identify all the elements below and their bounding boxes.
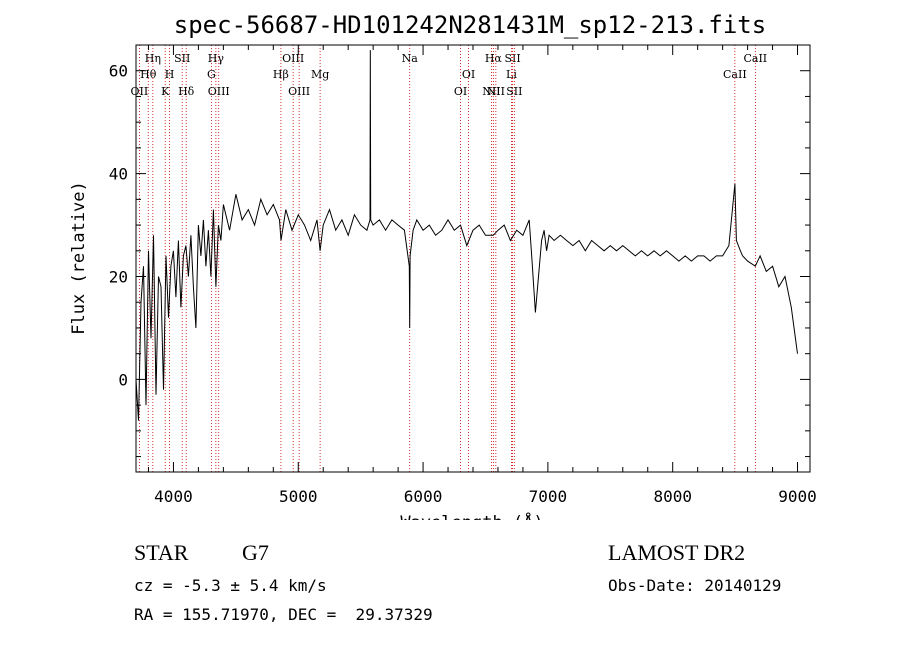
x-tick-label-4: 8000 bbox=[653, 487, 692, 506]
y-tick-label-0: 0 bbox=[118, 370, 128, 389]
marker-label-9: OIII bbox=[208, 85, 230, 98]
marker-label-19: NII bbox=[487, 85, 505, 98]
marker-label-15: OI bbox=[454, 85, 467, 98]
line-markers: OIIHθHηKHSIIHδGHγOIIIHβOIIIOIIIMgNaOIOIN… bbox=[131, 45, 767, 472]
plot-frame bbox=[135, 44, 811, 473]
marker-label-24: CaII bbox=[743, 52, 767, 65]
marker-label-8: Hγ bbox=[208, 52, 225, 65]
x-tick-label-1: 5000 bbox=[279, 487, 318, 506]
marker-label-13: Mg bbox=[311, 68, 329, 81]
marker-label-12: OIII bbox=[288, 85, 310, 98]
marker-label-14: Na bbox=[402, 52, 419, 65]
marker-label-18: Hα bbox=[485, 52, 503, 65]
axis-ticks: 4000 5000 6000 7000 8000 9000 0 20 40 60 bbox=[109, 44, 817, 506]
marker-label-23: CaII bbox=[723, 68, 747, 81]
y-axis-label: Flux (relative) bbox=[69, 181, 89, 335]
object-subclass: G7 bbox=[242, 540, 269, 565]
marker-label-5: SII bbox=[174, 52, 190, 65]
marker-label-0: OII bbox=[131, 85, 149, 98]
obs-date-text: Obs-Date: 20140129 bbox=[608, 576, 782, 595]
spectrum-chart: spec-56687-HD101242N281431M_sp12-213.fit… bbox=[69, 11, 817, 520]
x-tick-label-2: 6000 bbox=[404, 487, 443, 506]
x-tick-label-0: 4000 bbox=[154, 487, 193, 506]
marker-label-2: Hη bbox=[145, 52, 161, 65]
marker-label-6: Hδ bbox=[178, 85, 195, 98]
survey-label: LAMOST DR2 bbox=[608, 540, 746, 565]
marker-label-22: SII bbox=[506, 85, 522, 98]
redshift-text: cz = -5.3 ± 5.4 km/s bbox=[134, 576, 327, 595]
x-tick-label-3: 7000 bbox=[529, 487, 568, 506]
y-tick-label-1: 20 bbox=[109, 268, 128, 287]
marker-label-11: OIII bbox=[282, 52, 304, 65]
y-tick-label-2: 40 bbox=[109, 165, 128, 184]
x-axis-label: Wavelength (Å) bbox=[400, 511, 543, 520]
marker-label-3: K bbox=[161, 85, 170, 98]
spectrum-line-0 bbox=[135, 50, 798, 421]
marker-label-17: NII bbox=[482, 85, 500, 98]
x-tick-label-5: 9000 bbox=[778, 487, 817, 506]
marker-label-4: H bbox=[165, 68, 175, 81]
radec-text: RA = 155.71970, DEC = 29.37329 bbox=[134, 605, 433, 624]
y-tick-label-3: 60 bbox=[109, 62, 128, 81]
marker-label-16: OI bbox=[462, 68, 475, 81]
marker-label-7: G bbox=[207, 68, 216, 81]
marker-label-21: SII bbox=[504, 52, 520, 65]
marker-label-20: Li bbox=[506, 68, 517, 81]
chart-title: spec-56687-HD101242N281431M_sp12-213.fit… bbox=[174, 11, 766, 39]
marker-label-10: Hβ bbox=[273, 68, 289, 81]
object-class: STAR bbox=[134, 540, 189, 565]
spectrum-series bbox=[135, 50, 798, 421]
marker-label-1: Hθ bbox=[140, 68, 157, 81]
